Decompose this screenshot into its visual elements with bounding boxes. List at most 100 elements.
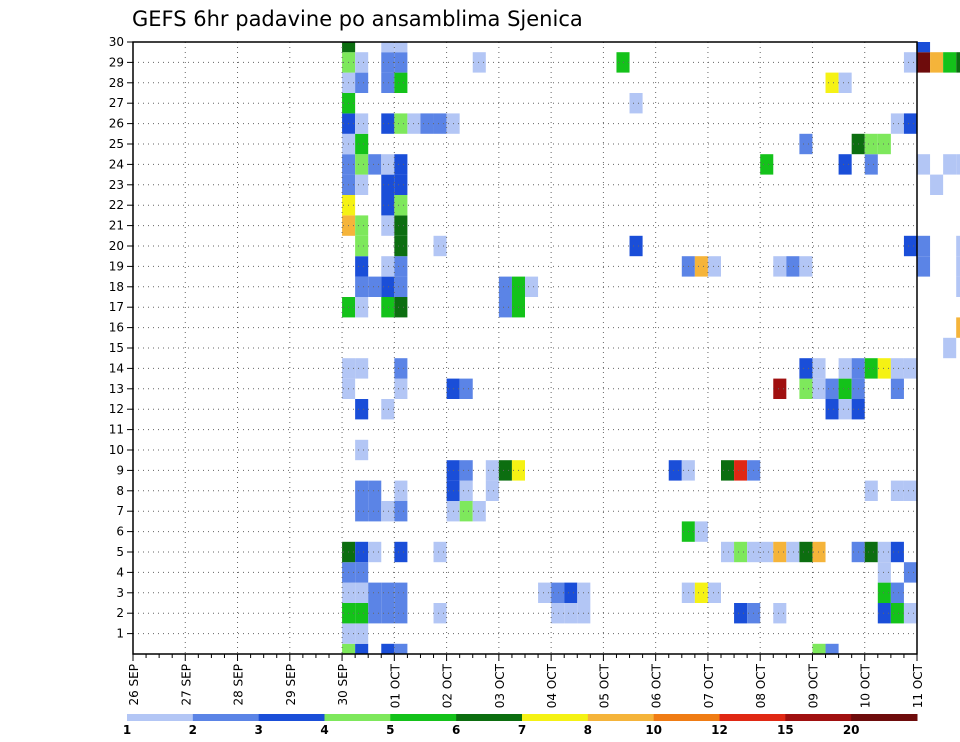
y-tick-label: 23 — [109, 178, 124, 192]
precip-cell — [629, 235, 643, 257]
precip-cell — [368, 603, 382, 624]
precip-cell — [433, 113, 447, 134]
precip-cell — [459, 480, 473, 501]
colorbar-swatch — [456, 714, 523, 721]
precip-cell — [799, 256, 813, 277]
precip-cell — [864, 358, 878, 379]
y-tick-label: 25 — [109, 137, 124, 151]
precip-cell — [956, 52, 960, 73]
precip-cell — [943, 337, 957, 359]
precip-cell — [734, 603, 748, 624]
precip-cell — [838, 399, 852, 420]
precip-cell — [355, 256, 369, 277]
precip-cell — [864, 133, 878, 155]
x-tick-label: 09 OCT — [806, 663, 820, 708]
y-tick-label: 11 — [109, 423, 124, 437]
precip-cell — [381, 174, 395, 195]
precip-cell — [355, 623, 369, 644]
y-tick-label: 20 — [109, 239, 124, 253]
precip-cell — [877, 603, 891, 624]
colorbar-swatch — [127, 714, 194, 721]
y-axis: 1234567891011121314151617181920212223242… — [109, 35, 133, 641]
x-tick-label: 29 SEP — [284, 664, 298, 706]
x-tick-label: 07 OCT — [702, 663, 716, 708]
x-tick-label: 05 OCT — [597, 663, 611, 708]
precip-cell — [394, 215, 408, 236]
y-tick-label: 8 — [116, 484, 124, 498]
colorbar-label: 15 — [777, 723, 794, 737]
precip-cell — [525, 276, 539, 297]
precip-cell — [394, 501, 408, 522]
precip-cell — [799, 541, 813, 563]
precip-cell — [368, 541, 382, 563]
colorbar-label: 4 — [320, 723, 328, 737]
y-tick-label: 12 — [109, 402, 124, 416]
colorbar-swatch — [192, 714, 260, 721]
precip-cell — [355, 643, 369, 654]
precip-cell — [956, 235, 960, 257]
colorbar-label: 3 — [254, 723, 262, 737]
x-tick-label: 04 OCT — [545, 663, 559, 708]
precip-cell — [394, 541, 408, 563]
precip-cell — [472, 52, 486, 73]
colorbar-label: 10 — [645, 723, 662, 737]
colorbar-swatch — [785, 714, 852, 721]
precip-cell — [760, 154, 774, 175]
colorbar-label: 7 — [518, 723, 526, 737]
precip-cell — [812, 643, 826, 654]
precip-cell — [877, 133, 891, 155]
precip-cell — [355, 154, 369, 175]
x-tick-label: 28 SEP — [232, 664, 246, 706]
precip-cell — [825, 643, 839, 654]
precip-cell — [943, 52, 957, 73]
x-tick-label: 30 SEP — [336, 664, 350, 706]
precip-cell — [394, 113, 408, 134]
precip-cell — [799, 133, 813, 155]
precip-cell — [381, 256, 395, 277]
precip-cell — [355, 399, 369, 420]
precip-cell — [381, 399, 395, 420]
precip-cell — [394, 603, 408, 624]
precip-cell — [943, 154, 957, 175]
precipitation-cells — [342, 42, 960, 654]
y-tick-label: 10 — [109, 443, 124, 457]
precip-cell — [498, 460, 512, 481]
x-tick-label: 11 OCT — [911, 663, 925, 708]
y-tick-label: 27 — [109, 96, 124, 110]
precip-cell — [890, 480, 904, 501]
precip-cell — [381, 215, 395, 236]
precip-cell — [355, 480, 369, 501]
precip-cell — [433, 541, 447, 563]
x-tick-label: 03 OCT — [493, 663, 507, 708]
y-tick-label: 19 — [109, 259, 124, 273]
precip-cell — [342, 42, 356, 53]
precip-cell — [355, 541, 369, 563]
precip-cell — [864, 154, 878, 175]
precip-cell — [877, 541, 891, 563]
y-tick-label: 17 — [109, 300, 124, 314]
precip-cell — [381, 643, 395, 654]
precip-cell — [734, 460, 748, 481]
precip-cell — [355, 358, 369, 379]
precip-cell — [825, 378, 839, 399]
precip-cell — [381, 113, 395, 134]
precip-cell — [825, 399, 839, 420]
precip-cell — [394, 643, 408, 654]
x-tick-label: 01 OCT — [388, 663, 402, 708]
colorbar-swatch — [390, 714, 457, 721]
precip-cell — [355, 72, 369, 93]
precip-cell — [381, 195, 395, 216]
precip-cell — [694, 521, 708, 542]
y-tick-label: 4 — [116, 565, 124, 579]
precip-cell — [773, 541, 787, 563]
precip-cell — [551, 603, 565, 624]
precip-cell — [694, 256, 708, 277]
precip-cell — [890, 582, 904, 603]
precip-cell — [917, 42, 931, 53]
precip-cell — [564, 603, 578, 624]
precip-cell — [355, 276, 369, 297]
y-tick-label: 1 — [116, 627, 124, 641]
precip-cell — [381, 501, 395, 522]
precip-cell — [551, 582, 565, 603]
